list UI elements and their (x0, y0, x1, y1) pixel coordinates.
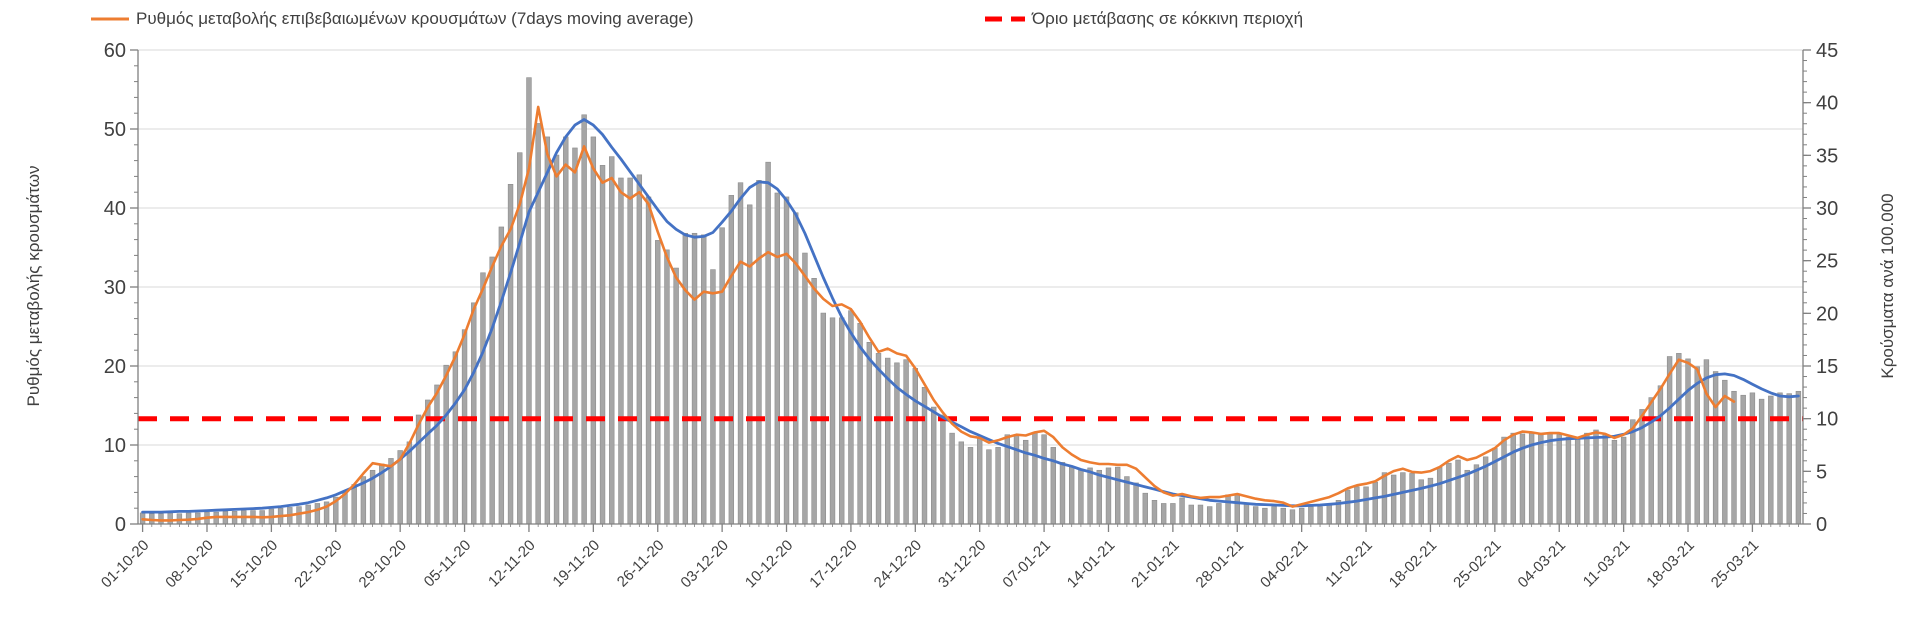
x-axis-date-label: 22-10-20 (291, 537, 345, 591)
daily-bars-series (139, 77, 1802, 525)
left-axis-tick-label: 40 (104, 198, 126, 220)
x-axis-date-label: 11-03-21 (1580, 537, 1634, 591)
x-axis-date-label: 05-11-20 (421, 537, 475, 591)
x-axis-date-label: 04-02-21 (1257, 537, 1311, 591)
x-axis-date-label: 15-10-20 (227, 537, 281, 591)
right-axis-tick-label: 0 (1816, 514, 1827, 536)
orange-line-icon (91, 17, 129, 21)
x-axis-date-label: 19-11-20 (549, 537, 603, 591)
x-axis-date-label: 18-03-21 (1643, 537, 1697, 591)
x-axis-date-label: 21-01-21 (1128, 537, 1182, 591)
right-axis-tick-label: 5 (1816, 461, 1827, 483)
left-axis-tick-label: 60 (104, 40, 126, 62)
right-axis-tick-label: 25 (1816, 251, 1838, 273)
right-axis-title: Κρούσματα ανά 100.000 (1878, 193, 1897, 379)
legend-item-moving-average: Ρυθμός μεταβολής επιβεβαιωμένων κρουσμάτ… (90, 6, 694, 32)
x-axis-date-label: 07-01-21 (999, 537, 1053, 591)
left-axis-tick-label: 20 (104, 356, 126, 378)
right-axis-tick-label: 20 (1816, 303, 1838, 325)
left-axis-tick-label: 0 (115, 514, 126, 536)
x-axis-date-label: 17-12-20 (806, 537, 860, 591)
x-axis-date-label: 31-12-20 (935, 537, 989, 591)
left-axis-title: Ρυθμός μεταβολής κρουσμάτων (24, 165, 43, 407)
red-dashed-line-icon (985, 16, 1025, 22)
x-axis-date-label: 26-11-20 (614, 537, 668, 591)
right-axis-tick-label: 15 (1816, 356, 1838, 378)
right-axis-tick-label: 45 (1816, 40, 1838, 62)
x-axis-date-label: 28-01-21 (1193, 537, 1247, 591)
x-axis-date-label: 24-12-20 (871, 537, 925, 591)
trend-line-series (141, 118, 1800, 514)
x-axis-date-label: 01-10-20 (98, 537, 152, 591)
right-axis-tick-label: 40 (1816, 93, 1838, 115)
x-axis-date-label: 04-03-21 (1515, 537, 1569, 591)
x-axis-date-label: 03-12-20 (677, 537, 731, 591)
left-axis-tick-label: 10 (104, 435, 126, 457)
right-axis-tick-label: 10 (1816, 409, 1838, 431)
legend-label-threshold: Όριο μετάβασης σε κόκκινη περιοχή (1032, 9, 1304, 28)
x-axis-date-label: 11-02-21 (1322, 537, 1376, 591)
chart-legend: Ρυθμός μεταβολής επιβεβαιωμένων κρουσμάτ… (0, 6, 1920, 32)
x-axis-date-label: 08-10-20 (162, 537, 216, 591)
x-axis-date-label: 10-12-20 (742, 537, 796, 591)
right-axis-tick-label: 30 (1816, 198, 1838, 220)
legend-label-moving-average: Ρυθμός μεταβολής επιβεβαιωμένων κρουσμάτ… (136, 9, 694, 28)
x-axis-date-label: 25-03-21 (1708, 537, 1762, 591)
x-axis-date-label: 25-02-21 (1450, 537, 1504, 591)
x-axis-date-label: 29-10-20 (356, 537, 410, 591)
x-axis-date-label: 12-11-20 (485, 537, 539, 591)
x-axis-date-label: 18-02-21 (1386, 537, 1440, 591)
right-axis-tick-label: 35 (1816, 145, 1838, 167)
gridlines (138, 49, 1803, 446)
left-axis-tick-label: 50 (104, 119, 126, 141)
legend-item-threshold: Όριο μετάβασης σε κόκκινη περιοχή (984, 6, 1303, 32)
left-axis-tick-label: 30 (104, 277, 126, 299)
moving-average-series (141, 105, 1736, 522)
x-axis-date-label: 14-01-21 (1064, 537, 1118, 591)
